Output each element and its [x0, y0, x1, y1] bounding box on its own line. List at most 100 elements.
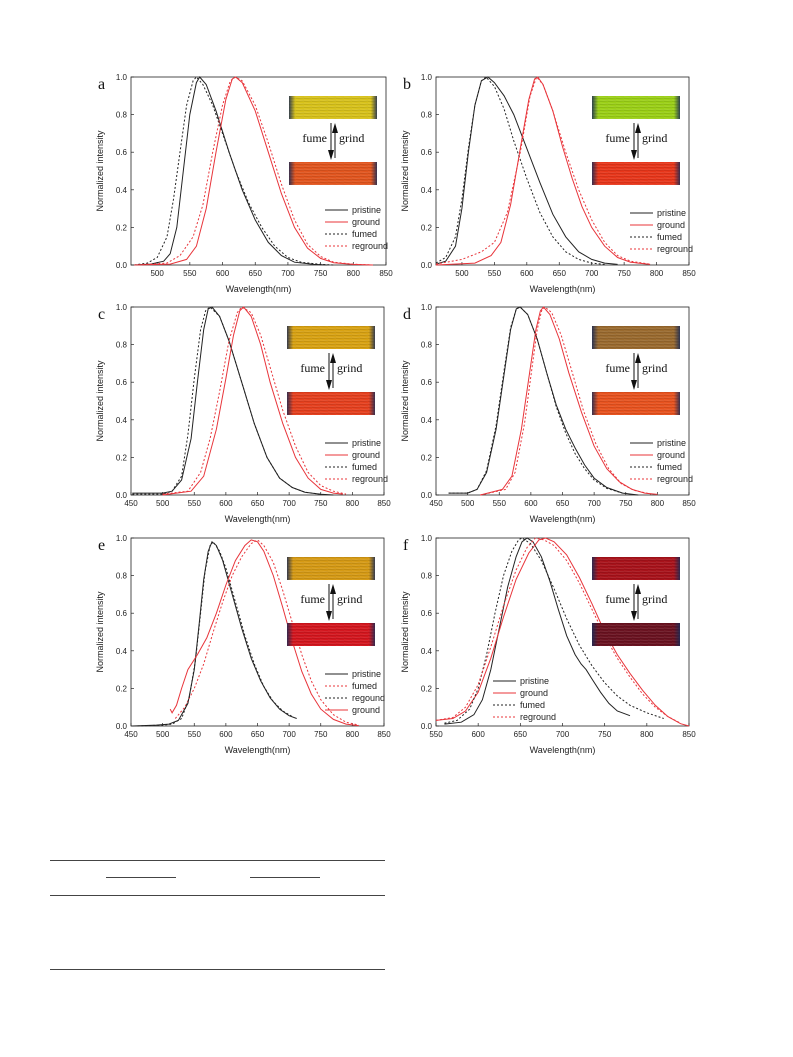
legend-label: ground	[657, 220, 685, 230]
fume-label: fume	[302, 131, 327, 145]
y-tick-label: 0.4	[421, 186, 433, 195]
x-axis-label: Wavelength(nm)	[225, 745, 291, 755]
y-tick-label: 0.8	[116, 341, 128, 350]
panel-letter: f	[403, 537, 409, 554]
x-tick-label: 850	[682, 730, 696, 739]
photo-after-edges	[592, 623, 680, 646]
photo-before-edges	[592, 326, 680, 349]
grind-arrow-head	[332, 123, 338, 133]
x-tick-label: 650	[556, 499, 570, 508]
x-tick-label: 500	[150, 269, 164, 278]
y-tick-label: 0.2	[421, 684, 433, 693]
x-tick-label: 850	[379, 269, 393, 278]
x-axis-label: Wavelength(nm)	[530, 514, 596, 524]
series-line-fumed	[132, 306, 321, 495]
y-axis-label: Normalized intensity	[400, 591, 410, 673]
x-tick-label: 450	[429, 499, 443, 508]
series-line-fumed	[174, 539, 359, 726]
x-tick-label: 800	[346, 730, 360, 739]
legend-label: pristine	[520, 676, 549, 686]
photo-before-edges	[592, 557, 680, 580]
series-line-pristine	[132, 306, 334, 496]
panel-letter: d	[403, 306, 411, 323]
x-tick-label: 850	[377, 499, 391, 508]
table-bottom-rule	[50, 969, 385, 970]
photo-after-edges	[592, 392, 680, 415]
x-tick-label: 600	[520, 269, 534, 278]
photo-after-edges	[287, 392, 375, 415]
grind-label: grind	[337, 361, 362, 375]
chart-e: 450 500 550 600 650 700 750 800 850 0.0 0.2 0.4 0.6 0…	[95, 534, 391, 755]
series-line-ground	[480, 306, 658, 496]
x-tick-label: 550	[488, 269, 502, 278]
y-tick-label: 0.8	[421, 111, 433, 120]
grind-arrow-head	[330, 584, 336, 594]
series-line-pristine	[448, 306, 639, 496]
legend-label: ground	[352, 217, 380, 227]
x-tick-label: 750	[598, 730, 612, 739]
series-line-fumed	[435, 76, 605, 265]
x-tick-label: 650	[251, 730, 265, 739]
x-tick-label: 800	[346, 499, 360, 508]
fume-label: fume	[605, 361, 630, 375]
x-tick-label: 700	[281, 269, 295, 278]
legend-label: ground	[520, 688, 548, 698]
x-tick-label: 600	[471, 730, 485, 739]
fume-label: fume	[300, 592, 325, 606]
series-line-fumed	[448, 306, 623, 494]
photo-before-edges	[287, 326, 375, 349]
fume-arrow-head	[328, 150, 334, 160]
y-tick-label: 0.8	[421, 572, 433, 581]
legend-label: fumed	[657, 232, 682, 242]
legend-label: reground	[657, 244, 693, 254]
fume-arrow-head	[631, 150, 637, 160]
y-tick-label: 0.4	[116, 186, 128, 195]
y-tick-label: 0.2	[116, 684, 128, 693]
x-tick-label: 750	[617, 269, 631, 278]
series-line-reground	[435, 76, 651, 265]
legend-label: fumed	[520, 700, 545, 710]
x-tick-label: 850	[377, 730, 391, 739]
grind-arrow-head	[635, 123, 641, 133]
x-tick-label: 700	[282, 499, 296, 508]
legend-label: ground	[352, 450, 380, 460]
x-tick-label: 750	[314, 730, 328, 739]
x-tick-label: 550	[183, 269, 197, 278]
grind-label: grind	[642, 131, 667, 145]
chart-c: 450 500 550 600 650 700 750 800 850 0.0 0.2 0.4 0.6 0…	[95, 303, 391, 524]
legend-label: fumed	[352, 229, 377, 239]
x-tick-label: 750	[314, 269, 328, 278]
x-tick-label: 500	[461, 499, 475, 508]
table-header-rule-right	[250, 877, 320, 878]
y-axis-label: Normalized intensity	[400, 360, 410, 442]
chart-f: 550 600 650 700 750 800 850 0.0 0.2 0.4 0.6 0.8 1.0 W…	[400, 534, 696, 755]
y-tick-label: 1.0	[421, 73, 433, 82]
grind-label: grind	[642, 361, 667, 375]
y-tick-label: 0.4	[116, 647, 128, 656]
photo-after-edges	[287, 623, 375, 646]
legend-label: fumed	[352, 681, 377, 691]
grind-label: grind	[337, 592, 362, 606]
series-line-ground	[162, 306, 343, 496]
panel-letter: a	[98, 76, 105, 93]
x-tick-label: 500	[455, 269, 469, 278]
plot-frame	[130, 76, 387, 266]
fume-label: fume	[300, 361, 325, 375]
grind-label: grind	[339, 131, 364, 145]
series-line-pristine	[444, 537, 631, 725]
y-tick-label: 0.0	[116, 491, 128, 500]
x-axis-label: Wavelength(nm)	[226, 284, 292, 294]
legend-label: regound	[352, 693, 385, 703]
x-tick-label: 450	[124, 730, 138, 739]
x-tick-label: 750	[619, 499, 633, 508]
y-tick-label: 0.6	[116, 148, 128, 157]
y-tick-label: 0.0	[421, 261, 433, 270]
grind-arrow-head	[635, 584, 641, 594]
y-axis-label: Normalized intensity	[95, 130, 105, 212]
y-tick-label: 0.8	[421, 341, 433, 350]
y-axis-label: Normalized intensity	[400, 130, 410, 212]
y-tick-label: 0.0	[116, 722, 128, 731]
fume-arrow-head	[631, 611, 637, 621]
series-line-ground	[134, 76, 373, 266]
x-tick-label: 550	[188, 499, 202, 508]
